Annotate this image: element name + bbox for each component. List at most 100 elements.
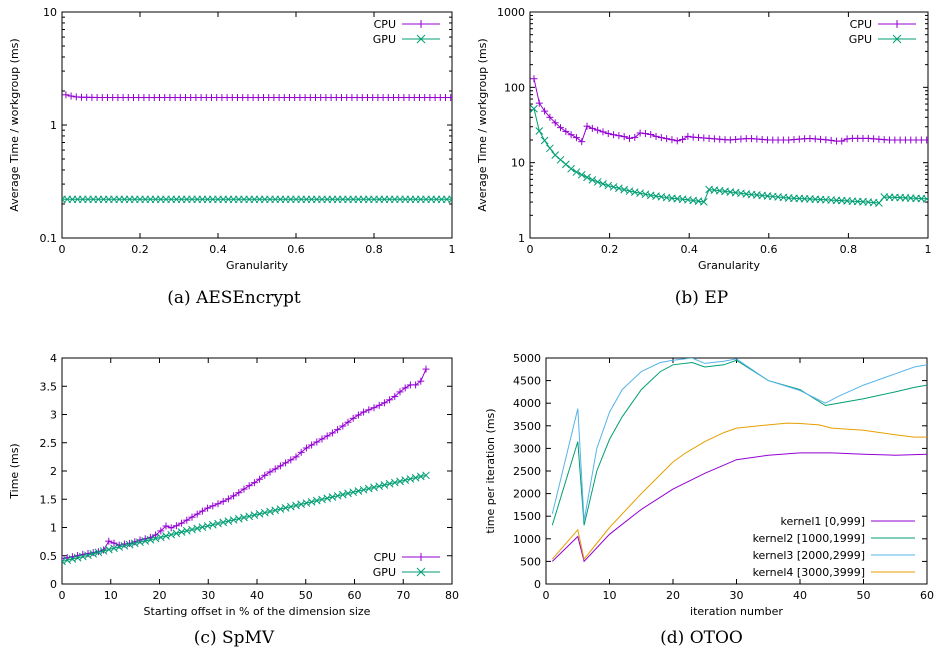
data-point [567,164,575,173]
data-point [838,137,846,145]
data-point [224,517,233,525]
data-point [679,135,687,143]
data-point [530,104,538,113]
y-tick-label: 4 [50,352,57,365]
data-point [256,475,264,483]
x-axis-label: Starting offset in % of the dimension si… [144,605,371,618]
data-point [260,508,269,517]
y-tick-label: 100 [504,81,525,94]
y-tick-label: 3500 [513,420,541,433]
caption-otoo: (d) OTOO [660,628,743,648]
data-point [188,513,196,521]
data-point [599,128,607,136]
x-tick-label: 50 [857,589,871,602]
legend-label: CPU [850,18,872,31]
data-point [261,471,269,479]
data-point [344,418,352,426]
data-point [843,135,851,143]
y-tick-label: 1 [50,119,57,132]
data-point [208,520,217,529]
data-point [198,523,207,532]
series-3 [551,358,927,521]
data-point [448,195,452,204]
data-point [354,411,362,419]
data-point [302,499,311,507]
x-tick-label: 0 [527,243,534,256]
data-point [214,500,222,508]
series-line [551,358,927,521]
x-axis-label: Granularity [226,259,288,272]
data-point [188,525,196,534]
data-point [156,533,165,542]
data-point [266,507,274,516]
data-point [615,132,623,140]
y-tick-label: 4500 [513,375,541,388]
data-point [370,404,378,412]
series-line [551,422,927,561]
data-point [422,365,430,373]
data-point [652,132,660,140]
y-tick-label: 0 [50,578,57,591]
data-point [78,552,87,561]
legend-item: kernel1 [0,999] [781,515,915,528]
data-point [224,495,232,503]
data-point [271,506,280,515]
data-point [385,479,394,488]
data-point [604,130,612,138]
legend-item: kernel2 [1000,1999] [753,532,915,545]
data-point [556,155,565,164]
x-tick-label: 0.4 [209,243,227,256]
data-point [349,488,358,497]
legend-label: CPU [374,18,396,31]
data-point [593,178,602,186]
y-tick-label: 4000 [513,397,541,410]
data-point [631,133,639,141]
data-point [94,548,103,557]
data-point [209,502,217,510]
data-point [535,127,544,135]
data-point [245,512,254,521]
data-point [406,475,415,483]
data-point [401,384,409,392]
data-point [276,462,284,470]
x-tick-label: 0.4 [680,243,698,256]
data-point [657,134,665,142]
data-point [328,429,336,437]
legend-item: kernel4 [3000,3999] [753,566,915,579]
data-point [827,136,835,144]
y-axis-label: Average Time / workgroup (ms) [476,38,489,211]
y-tick-label: 10 [511,157,525,170]
y-tick-label: 2.5 [40,437,58,450]
y-tick-label: 0.5 [40,550,58,563]
y-tick-label: 1 [518,232,525,245]
data-point [104,545,113,554]
data-point [250,511,259,519]
data-point [354,487,363,495]
data-point [599,179,607,188]
data-point [610,131,618,139]
data-point [318,435,326,443]
series-line [533,108,927,204]
data-point [412,381,420,389]
x-tick-label: 30 [201,589,215,602]
data-point [572,168,581,176]
data-point [89,549,98,558]
y-tick-label: 2 [50,465,57,478]
series-4 [551,422,927,561]
data-point [276,505,285,513]
data-point [333,491,342,500]
legend-label: kernel4 [3000,3999] [753,566,865,579]
data-point [182,526,191,535]
data-point [297,500,306,509]
data-point [588,175,597,184]
chart-panel-ep: 0 0.2 0.4 0.6 0.8 1 1 10 100 1000 Granularity Avera… [468,0,935,330]
data-point [234,514,243,523]
data-point [203,522,212,530]
legend-label: CPU [374,551,396,564]
data-point [562,127,570,135]
data-point [636,129,644,137]
caption-ep: (b) EP [674,288,729,308]
data-point [67,92,75,100]
data-point [390,478,399,487]
data-point [157,527,165,535]
